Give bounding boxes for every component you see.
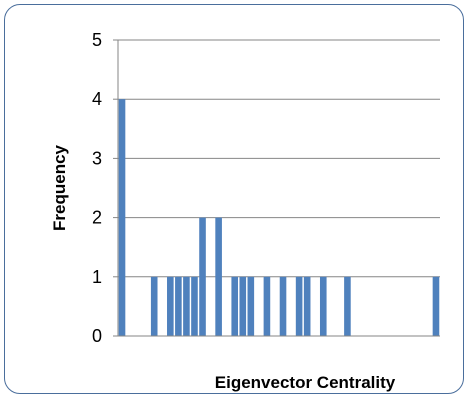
histogram-bar: [167, 276, 174, 336]
histogram-bar: [215, 217, 222, 336]
histogram-bar: [199, 217, 206, 336]
y-tick-label: 0: [92, 326, 102, 346]
y-tick-labels: 0 1 2 3 4 5: [92, 30, 118, 346]
x-axis-title: Eigenvector Centrality: [215, 373, 396, 392]
y-tick-label: 5: [92, 30, 102, 50]
y-axis-title: Frequency: [50, 144, 69, 231]
histogram-bar: [150, 276, 158, 336]
histogram-bar: [183, 276, 190, 336]
histogram-bar: [263, 276, 271, 336]
histogram-bar: [175, 276, 182, 336]
histogram-bar: [303, 276, 311, 336]
y-tick-label: 3: [92, 148, 102, 168]
gridlines: [118, 39, 440, 278]
histogram-bar: [279, 276, 287, 336]
y-tick-label: 1: [92, 267, 102, 287]
y-tick-label: 2: [92, 208, 102, 228]
bars: [118, 99, 440, 336]
histogram-bar: [247, 276, 255, 336]
histogram-bar: [295, 276, 303, 336]
histogram-bar: [432, 276, 440, 336]
histogram-bar: [231, 276, 239, 336]
histogram-bar: [344, 276, 351, 336]
y-tick-label: 4: [92, 89, 102, 109]
histogram-bar: [118, 99, 126, 336]
histogram-bar: [239, 276, 247, 336]
histogram-bar: [319, 276, 327, 336]
histogram-bar: [191, 276, 198, 336]
